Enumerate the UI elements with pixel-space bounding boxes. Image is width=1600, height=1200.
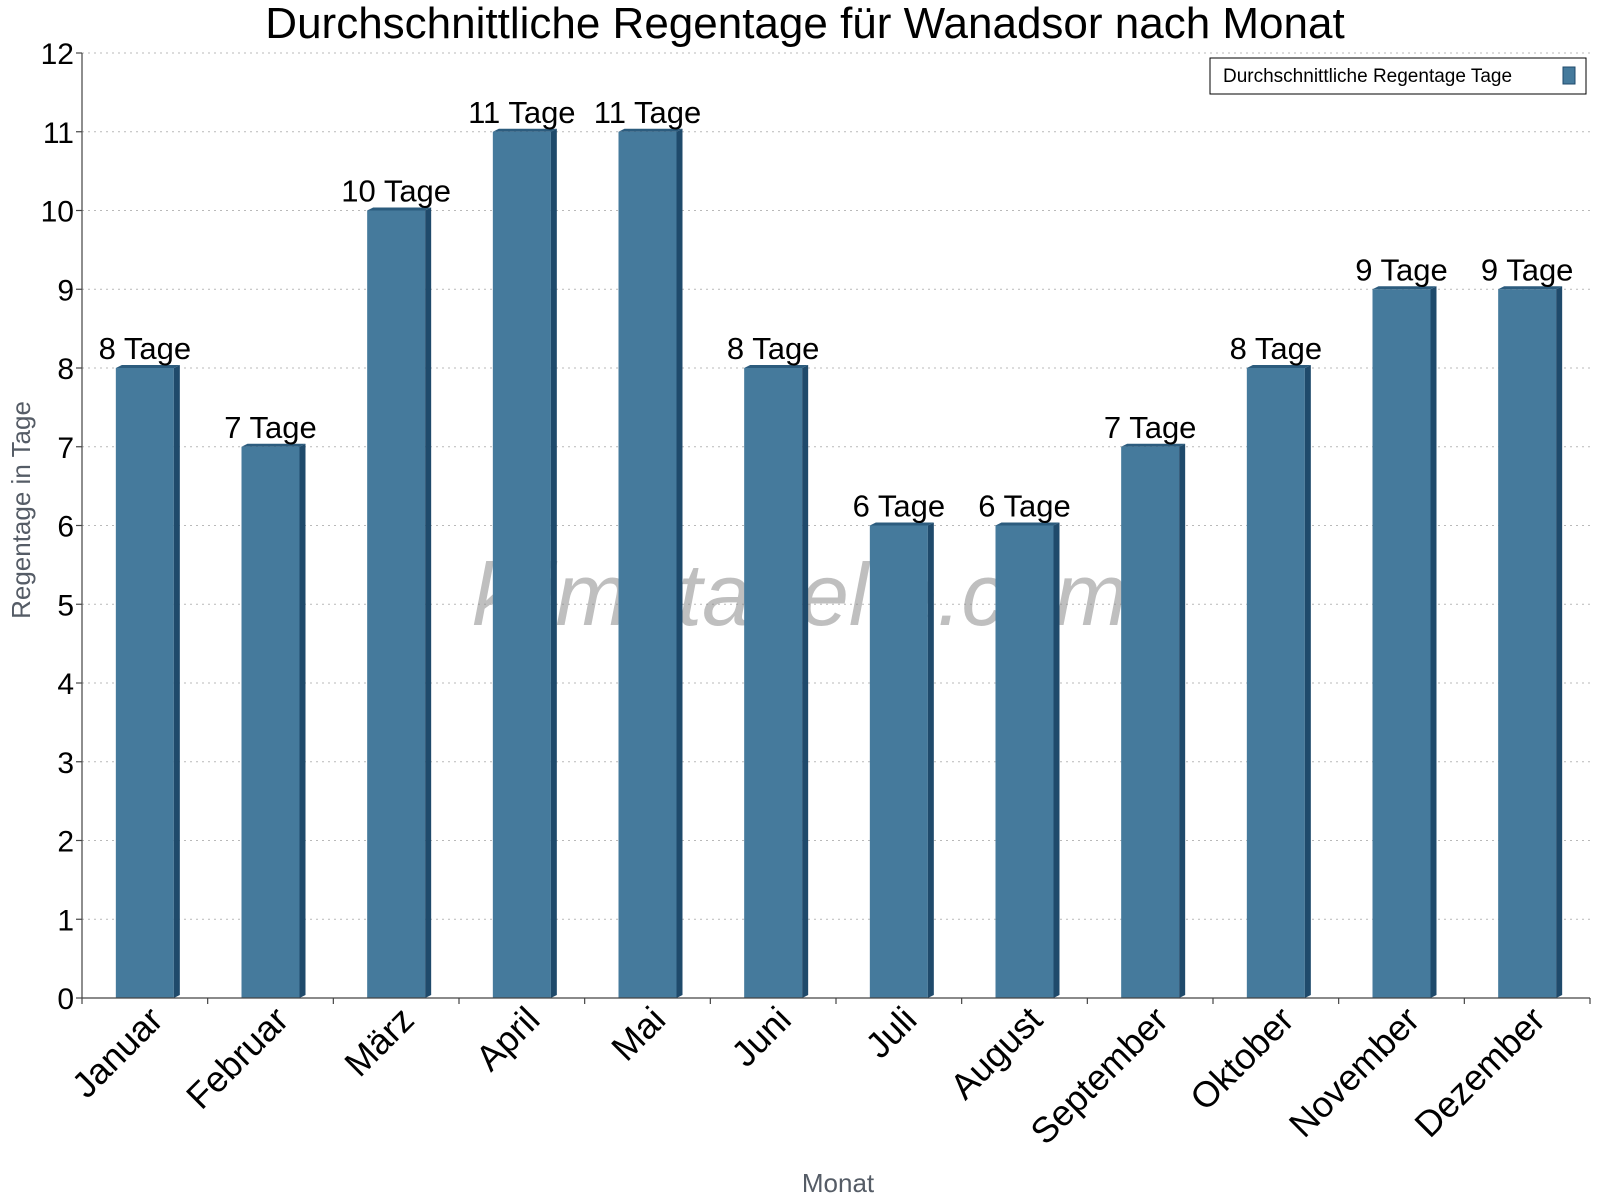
y-tick-label: 5 xyxy=(57,589,74,622)
bar xyxy=(995,525,1054,998)
bar-side xyxy=(802,365,809,998)
x-tick-label: April xyxy=(468,999,548,1079)
bar xyxy=(1498,289,1557,998)
bar-top xyxy=(367,207,432,211)
y-tick-label: 4 xyxy=(57,668,74,701)
bar-side xyxy=(425,207,432,998)
bar-group xyxy=(618,128,683,998)
y-tick-label: 6 xyxy=(57,511,74,544)
bar-group xyxy=(1498,286,1563,998)
bar-side xyxy=(927,522,934,998)
bar-value-label: 11 Tage xyxy=(468,95,575,130)
bar-top xyxy=(1246,365,1311,368)
x-tick-label: August xyxy=(942,999,1050,1107)
x-tick-label: Oktober xyxy=(1182,999,1302,1119)
bar xyxy=(1121,446,1180,998)
bar-value-label: 7 Tage xyxy=(1104,410,1197,445)
x-tick-label: März xyxy=(336,999,422,1085)
bar-side xyxy=(1053,522,1060,998)
bar-group xyxy=(115,365,180,998)
y-tick-label: 12 xyxy=(41,38,74,71)
bar-value-label: 8 Tage xyxy=(1230,331,1323,366)
y-axis-title: Regentage in Tage xyxy=(6,401,36,619)
bar-value-label: 10 Tage xyxy=(341,174,451,209)
bar-side xyxy=(676,128,683,998)
bars xyxy=(115,128,1563,998)
bar-group xyxy=(869,522,934,998)
y-tick-label: 7 xyxy=(57,432,74,465)
bar-value-label: 9 Tage xyxy=(1481,252,1574,287)
y-tick-label: 9 xyxy=(57,274,74,307)
bar-value-label: 7 Tage xyxy=(224,410,317,445)
bar-group xyxy=(744,365,809,998)
bar-group xyxy=(1372,286,1437,998)
bar-side xyxy=(1430,286,1437,998)
legend: Durchschnittliche Regentage Tage xyxy=(1209,57,1587,95)
bar-value-label: 8 Tage xyxy=(727,331,820,366)
bar-side xyxy=(1556,286,1563,998)
bar-top xyxy=(744,365,809,368)
bar-group xyxy=(995,522,1060,998)
bar-value-label: 8 Tage xyxy=(99,331,192,366)
bar-value-label: 11 Tage xyxy=(594,95,701,130)
x-tick-label: November xyxy=(1281,999,1427,1145)
bar-top xyxy=(241,443,306,447)
x-tick-label: Dezember xyxy=(1406,999,1552,1145)
x-axis-title: Monat xyxy=(802,1168,875,1198)
x-tick-label: September xyxy=(1022,999,1176,1153)
bar-side xyxy=(173,365,180,998)
y-tick-label: 10 xyxy=(41,196,74,229)
bar-side xyxy=(299,443,306,998)
bar-top xyxy=(1372,286,1437,290)
y-tick-label: 0 xyxy=(57,983,74,1016)
bar xyxy=(869,525,928,998)
bar xyxy=(492,131,551,998)
y-tick-label: 8 xyxy=(57,353,74,386)
y-tick-label: 3 xyxy=(57,747,74,780)
x-tick-label: Januar xyxy=(64,999,171,1106)
bar-value-label: 6 Tage xyxy=(853,489,946,524)
bar xyxy=(367,210,426,998)
bar xyxy=(744,368,803,998)
bar xyxy=(115,368,174,998)
bar-top xyxy=(1498,286,1563,290)
bar-top xyxy=(869,522,934,526)
bar-group xyxy=(1246,365,1311,998)
bar-top xyxy=(995,522,1060,526)
chart-title: Durchschnittliche Regentage für Wanadsor… xyxy=(265,0,1344,48)
bar-top xyxy=(1121,443,1186,447)
bar-side xyxy=(1179,443,1186,998)
bar-side xyxy=(1304,365,1311,998)
bar xyxy=(241,446,300,998)
legend-swatch xyxy=(1562,66,1576,85)
bar-side xyxy=(550,128,557,998)
x-tick-label: Juni xyxy=(723,999,799,1075)
bar xyxy=(618,131,677,998)
legend-label: Durchschnittliche Regentage Tage xyxy=(1223,66,1512,87)
bar-group xyxy=(1121,443,1186,998)
bar-value-label: 6 Tage xyxy=(978,489,1071,524)
legend-box xyxy=(1209,57,1587,95)
bar-top xyxy=(618,128,683,132)
x-tick-label: Februar xyxy=(178,999,296,1117)
y-tick-label: 1 xyxy=(57,904,74,937)
bar-value-label: 9 Tage xyxy=(1355,252,1448,287)
gridlines xyxy=(82,52,1590,920)
x-tick-label: Mai xyxy=(603,999,673,1069)
y-tick-label: 11 xyxy=(43,117,74,150)
bar xyxy=(1372,289,1431,998)
bar-top xyxy=(115,365,180,368)
bar-group xyxy=(492,128,557,998)
y-tick-label: 2 xyxy=(57,826,74,859)
bar-group xyxy=(241,443,306,998)
bar-top xyxy=(492,128,557,132)
bar-group xyxy=(367,207,432,998)
bar xyxy=(1246,368,1305,998)
x-tick-label: Juli xyxy=(857,999,924,1066)
bar-labels: 8 Tage 7 Tage 10 Tage 11 Tage 11 Tage 8 Tage 6… xyxy=(99,95,1574,524)
